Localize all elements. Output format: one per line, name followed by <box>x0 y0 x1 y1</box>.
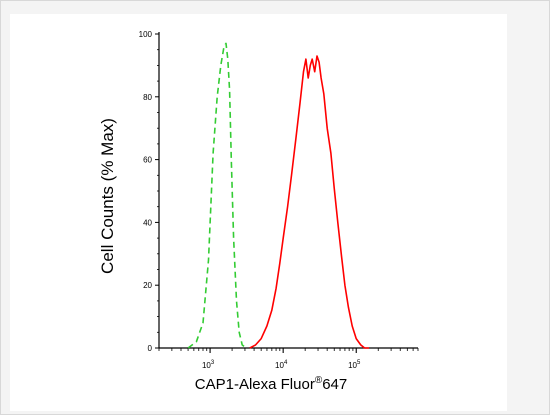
y-tick-label: 40 <box>143 218 152 227</box>
tick-marks <box>155 33 419 353</box>
x-tick-label-base: 10 <box>202 361 211 370</box>
x-tick-label: 103 <box>202 360 215 370</box>
x-tick-label-exponent: 5 <box>357 360 361 366</box>
chart-panel: 0 20 40 60 80 100 103 104 105 Cell Counts (% Ma… <box>10 14 507 411</box>
x-tick-label-exponent: 3 <box>211 360 215 366</box>
isotype-control-histogram <box>187 42 247 349</box>
axes <box>158 32 418 349</box>
x-tick-label: 104 <box>275 360 288 370</box>
x-tick-label-exponent: 4 <box>284 360 288 366</box>
y-tick-label: 80 <box>143 93 152 102</box>
x-axis-title-registered-mark: ® <box>315 375 323 386</box>
series-group <box>187 42 370 349</box>
x-axis-title-main: CAP1-Alexa Fluor <box>195 376 315 393</box>
y-tick-label: 60 <box>143 156 152 165</box>
x-tick-label: 105 <box>348 360 361 370</box>
y-tick-labels: 0 20 40 60 80 100 <box>139 30 153 353</box>
x-tick-label-base: 10 <box>348 361 357 370</box>
x-tick-labels: 103 104 105 <box>202 360 361 370</box>
y-tick-label: 20 <box>143 281 152 290</box>
x-axis-title: CAP1-Alexa Fluor®647 <box>195 375 347 393</box>
y-tick-label: 0 <box>148 344 153 353</box>
y-axis-title: Cell Counts (% Max) <box>98 118 117 274</box>
x-tick-label-base: 10 <box>275 361 284 370</box>
sample-histogram <box>249 55 370 349</box>
x-axis-title-suffix: 647 <box>322 376 347 393</box>
y-tick-label: 100 <box>139 30 153 39</box>
